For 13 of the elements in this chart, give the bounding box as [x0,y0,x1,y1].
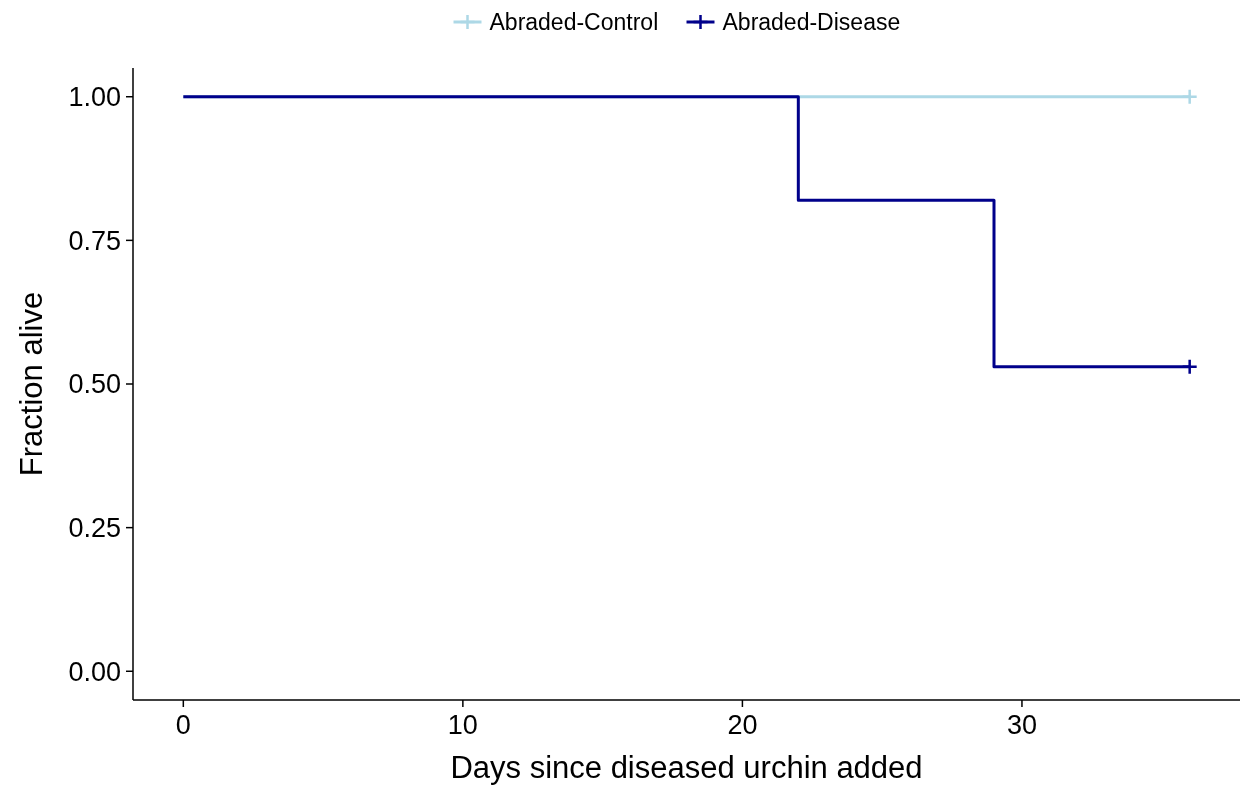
x-tick-label: 30 [1006,710,1037,740]
y-tick-label: 0.75 [68,225,121,256]
y-tick-label: 0.25 [68,513,121,544]
y-tick-label: 0.50 [68,369,121,400]
x-tick-label: 20 [727,710,758,740]
y-tick-label: 1.00 [68,82,121,113]
legend-label: Abraded-Control [489,9,659,36]
y-tick-label: 0.00 [68,656,121,687]
x-tick-label: 10 [447,710,478,740]
y-axis-title: Fraction alive [14,291,49,477]
x-tick-label: 0 [175,710,191,740]
legend-label: Abraded-Disease [722,9,901,36]
x-axis-title: Days since diseased urchin added [450,750,923,785]
